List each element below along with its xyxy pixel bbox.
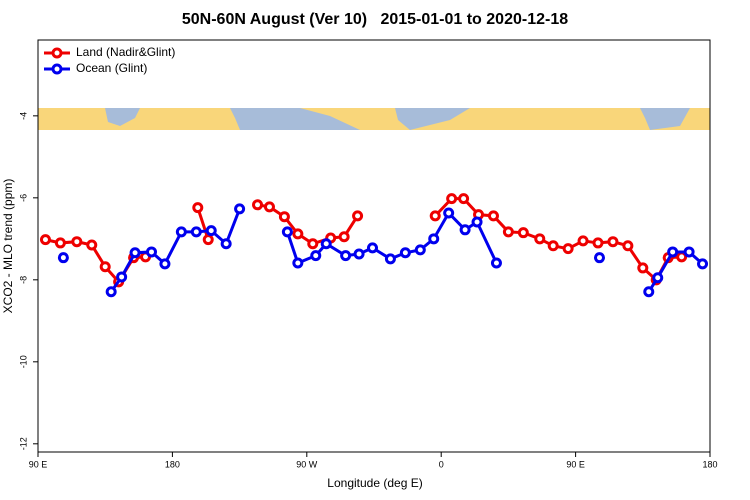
data-point xyxy=(99,261,111,273)
data-point xyxy=(129,247,141,259)
data-point xyxy=(175,226,187,238)
x-tick-label: 90 E xyxy=(566,459,585,469)
data-point xyxy=(399,247,411,259)
data-point xyxy=(71,236,83,248)
data-point xyxy=(310,250,322,262)
data-point xyxy=(278,211,290,223)
data-point xyxy=(607,236,619,248)
data-point xyxy=(252,199,264,211)
data-point xyxy=(202,234,214,246)
legend: Land (Nadir&Glint) Ocean (Glint) xyxy=(44,45,175,75)
data-point xyxy=(292,228,304,240)
y-axis-label: XCO2 - MLO trend (ppm) xyxy=(1,179,15,314)
y-tick-label: -12 xyxy=(18,437,28,450)
data-point xyxy=(190,226,202,238)
x-axis-label: Longitude (deg E) xyxy=(327,476,422,490)
legend-label: Land (Nadir&Glint) xyxy=(76,45,175,59)
data-point xyxy=(562,243,574,255)
data-point xyxy=(86,239,98,251)
data-point xyxy=(683,246,695,258)
data-point xyxy=(234,203,246,215)
data-point xyxy=(220,238,232,250)
data-point xyxy=(320,238,332,250)
data-point xyxy=(622,240,634,252)
data-point xyxy=(428,233,440,245)
data-point xyxy=(592,237,604,249)
data-point xyxy=(116,271,128,283)
data-point xyxy=(667,246,679,258)
plot-frame xyxy=(37,39,711,453)
data-point xyxy=(338,231,350,243)
data-point xyxy=(414,244,426,256)
data-point xyxy=(353,248,365,260)
chart-title: 50N-60N August (Ver 10) 2015-01-01 to 20… xyxy=(182,11,568,28)
x-tick-label: 90 E xyxy=(29,459,48,469)
data-point xyxy=(145,246,157,258)
map-strip xyxy=(38,108,710,130)
data-point xyxy=(307,238,319,250)
data-point xyxy=(105,286,117,298)
x-tick-label: 0 xyxy=(439,459,444,469)
data-point xyxy=(443,207,455,219)
data-point xyxy=(487,210,499,222)
data-point xyxy=(352,210,364,222)
data-point xyxy=(471,216,483,228)
data-point xyxy=(490,257,502,269)
y-tick-label: -4 xyxy=(18,112,28,120)
data-point xyxy=(547,240,559,252)
data-point xyxy=(263,201,275,213)
x-tick-label: 90 W xyxy=(296,459,318,469)
data-point xyxy=(159,258,171,270)
x-tick-label: 180 xyxy=(165,459,180,469)
data-point xyxy=(292,257,304,269)
data-point xyxy=(39,234,51,246)
data-point xyxy=(367,242,379,254)
data-point xyxy=(54,237,66,249)
data-point xyxy=(652,272,664,284)
y-tick-label: -8 xyxy=(18,276,28,284)
y-tick-label: -10 xyxy=(18,355,28,368)
data-point xyxy=(446,193,458,205)
data-point xyxy=(502,226,514,238)
legend-marker xyxy=(51,63,63,75)
data-point xyxy=(534,233,546,245)
data-point xyxy=(517,227,529,239)
data-point xyxy=(697,258,709,270)
x-tick-label: 180 xyxy=(702,459,717,469)
data-point xyxy=(205,225,217,237)
data-point xyxy=(57,252,69,264)
data-point xyxy=(577,235,589,247)
legend-label: Ocean (Glint) xyxy=(76,61,147,75)
data-point xyxy=(459,224,471,236)
series-line xyxy=(109,208,241,293)
data-point xyxy=(192,202,204,214)
data-point xyxy=(281,226,293,238)
data-point xyxy=(429,210,441,222)
data-point xyxy=(637,262,649,274)
series-line xyxy=(196,207,210,241)
legend-marker xyxy=(51,47,63,59)
data-point xyxy=(384,253,396,265)
data-point xyxy=(643,286,655,298)
data-point xyxy=(340,250,352,262)
y-tick-label: -6 xyxy=(18,194,28,202)
data-point xyxy=(593,252,605,264)
data-point xyxy=(458,193,470,205)
